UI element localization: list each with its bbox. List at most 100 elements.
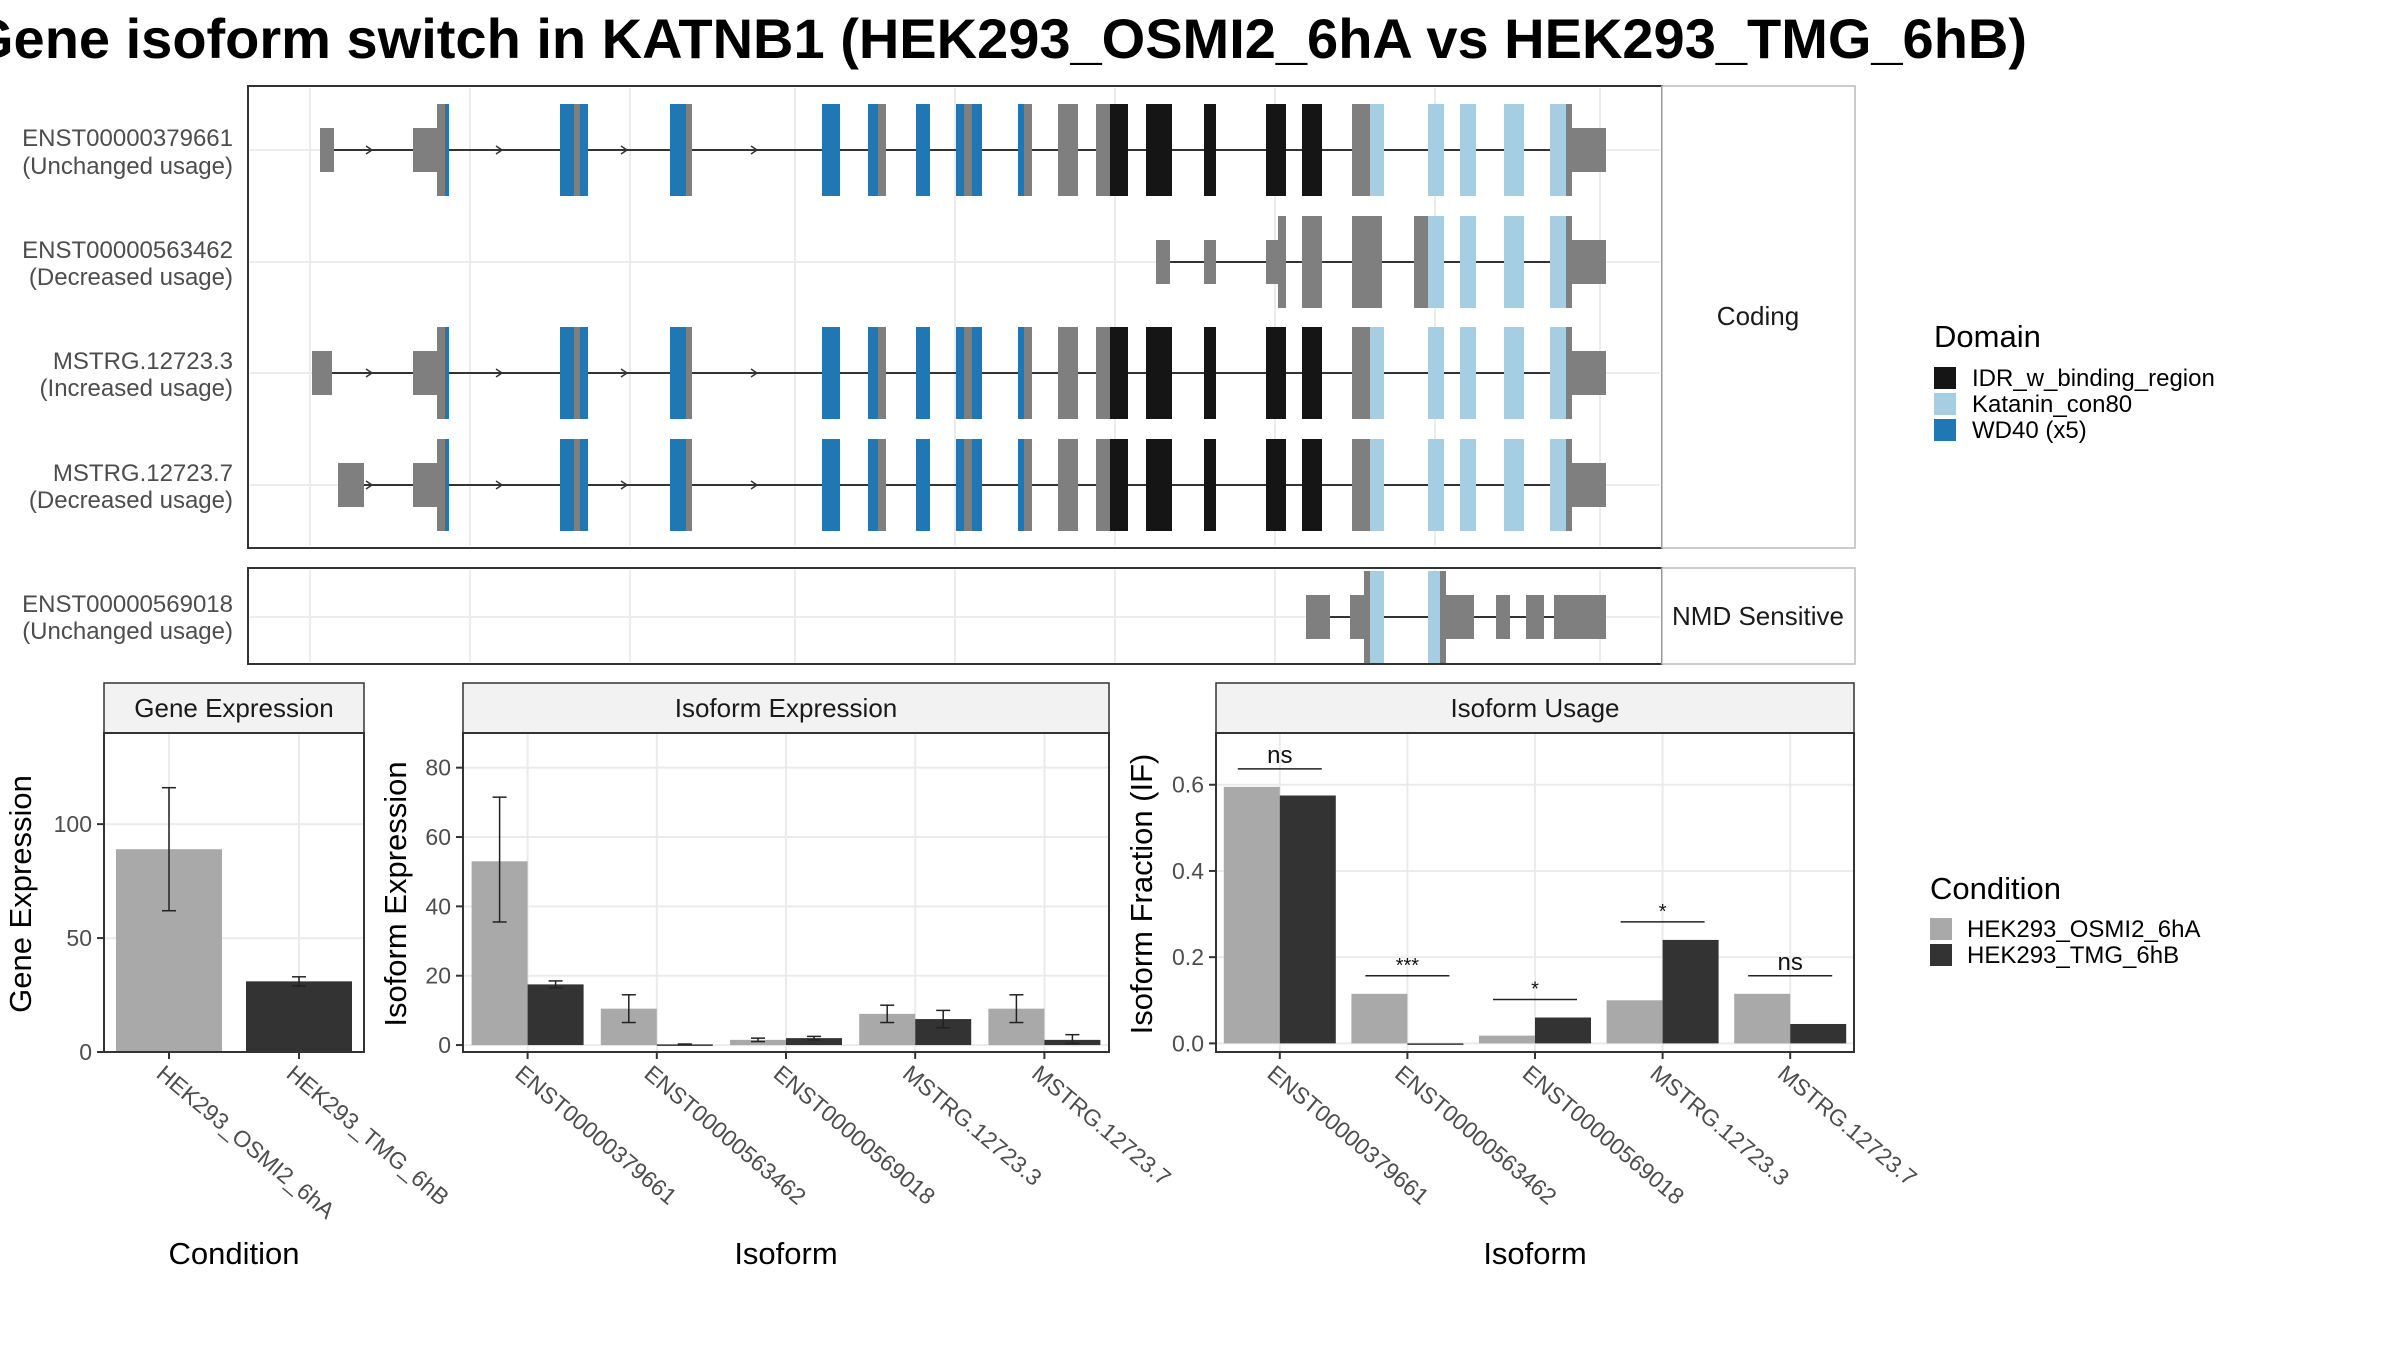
condition-legend: Condition HEK293_OSMI2_6hA HEK293_TMG_6h…	[1930, 871, 2200, 969]
exon-block	[437, 104, 445, 196]
exon-block	[580, 439, 588, 531]
strand-arrow	[620, 368, 629, 378]
exon-block	[686, 327, 692, 419]
exon-block	[1302, 439, 1322, 531]
exon-block	[1266, 104, 1286, 196]
transcript-id-label: ENST00000569018	[22, 591, 233, 618]
y-tick-label: 20	[425, 963, 451, 989]
isoform-expression-x-label: Isoform	[734, 1236, 837, 1271]
y-tick-label: 0	[438, 1032, 451, 1058]
coding-facet-strip	[1661, 85, 1856, 549]
legend-label-cond-a: HEK293_OSMI2_6hA	[1967, 916, 2200, 943]
condition-legend-title: Condition	[1930, 871, 2061, 906]
isoform-expression-title: Isoform Expression	[675, 693, 898, 723]
transcript-id-label: MSTRG.12723.3	[53, 348, 233, 375]
exon-block	[445, 439, 449, 531]
exon-block	[1096, 439, 1110, 531]
exon-block	[1550, 327, 1566, 419]
y-tick-label: 100	[54, 811, 92, 837]
transcript-track	[1306, 571, 1606, 663]
legend-label-wd40: WD40 (x5)	[1972, 417, 2087, 444]
significance-label: *	[1659, 901, 1667, 923]
exon-block	[1278, 216, 1286, 308]
exon-block	[1024, 327, 1032, 419]
exon-block	[868, 327, 878, 419]
gene-expression-title: Gene Expression	[134, 693, 333, 723]
transcript-track	[1156, 216, 1606, 308]
exon-block	[1024, 439, 1032, 531]
exon-block	[1364, 571, 1370, 663]
x-tick-label: MSTRG.12723.7	[1773, 1060, 1922, 1191]
exon-block	[1428, 216, 1444, 308]
exon-block	[560, 104, 574, 196]
isoform-usage-panel: Isoform Usage Isoform Fraction (IF) Isof…	[1124, 682, 1922, 1271]
isoform-expression-y-label: Isoform Expression	[378, 761, 413, 1026]
exon-block	[1352, 216, 1382, 308]
exon-block	[338, 463, 364, 507]
exon-block	[1058, 104, 1078, 196]
transcript-usage-label: (Decreased usage)	[29, 487, 233, 514]
transcript-usage-label: (Unchanged usage)	[22, 153, 233, 180]
exon-block	[574, 327, 580, 419]
transcript-id-label: ENST00000379661	[22, 125, 233, 152]
transcript-id-label: ENST00000563462	[22, 237, 233, 264]
legend-label-cond-b: HEK293_TMG_6hB	[1967, 942, 2179, 969]
isoform-expression-bars	[471, 796, 1101, 1046]
exon-block	[1572, 463, 1606, 507]
strand-arrow	[495, 145, 504, 155]
exon-block	[1018, 104, 1024, 196]
exon-block	[413, 128, 441, 172]
exon-block	[580, 104, 588, 196]
y-tick-label: 50	[66, 925, 92, 951]
exon-block	[916, 104, 930, 196]
transcript-track	[338, 439, 1606, 531]
exon-block	[574, 439, 580, 531]
exon-block	[1446, 595, 1474, 639]
transcript-track	[320, 104, 1606, 196]
y-tick-label: 0.6	[1172, 772, 1204, 798]
exon-block	[1302, 327, 1322, 419]
exon-block	[670, 327, 686, 419]
domain-legend: Domain IDR_w_binding_region Katanin_con8…	[1934, 319, 2215, 444]
figure-title: Gene isoform switch in KATNB1 (HEK293_OS…	[0, 7, 2027, 70]
gene-expression-y-label: Gene Expression	[3, 775, 38, 1013]
exon-block	[1156, 240, 1170, 284]
exon-block	[1428, 571, 1440, 663]
bar	[1279, 795, 1336, 1044]
x-tick-label: MSTRG.12723.3	[898, 1060, 1047, 1191]
exon-block	[1058, 439, 1078, 531]
transcript-tracks	[312, 104, 1606, 663]
exon-block	[1370, 327, 1384, 419]
exon-block	[956, 104, 964, 196]
coding-facet-label: Coding	[1717, 301, 1799, 331]
exon-block	[670, 439, 686, 531]
exon-block	[1460, 327, 1476, 419]
exon-block	[1566, 104, 1572, 196]
bar	[1223, 786, 1280, 1044]
exon-block	[1266, 327, 1286, 419]
bar	[1790, 1023, 1847, 1044]
exon-block	[670, 104, 686, 196]
bar	[1479, 1035, 1535, 1044]
transcript-track	[312, 327, 1606, 419]
exon-block	[1504, 104, 1524, 196]
strand-arrow	[495, 480, 504, 490]
exon-block	[1550, 216, 1566, 308]
exon-block	[1204, 439, 1216, 531]
exon-block	[1058, 327, 1078, 419]
exon-block	[868, 439, 878, 531]
exon-block	[1566, 327, 1572, 419]
gene-expression-bars	[116, 786, 352, 1052]
exon-block	[1504, 216, 1524, 308]
isoform-usage-x-label: Isoform	[1483, 1236, 1586, 1271]
exon-block	[686, 439, 692, 531]
strand-arrow	[365, 368, 374, 378]
y-tick-label: 40	[425, 893, 451, 919]
exon-block	[1096, 104, 1110, 196]
exon-block	[1110, 439, 1128, 531]
exon-block	[1572, 240, 1606, 284]
exon-block	[1460, 104, 1476, 196]
isoform-expression-axes: 020406080ENST00000379661ENST00000563462E…	[425, 755, 1176, 1210]
legend-swatch-katanin	[1934, 393, 1956, 415]
